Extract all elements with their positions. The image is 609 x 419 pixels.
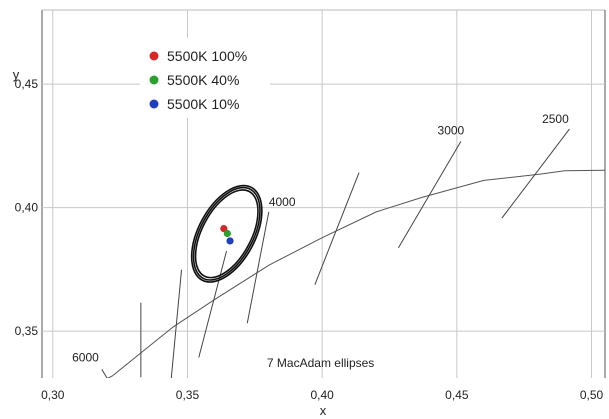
macadam-ellipse — [190, 184, 263, 283]
isotherm-lines: 6000 4000 3000 2500 — [72, 112, 570, 378]
legend-entry: 5500K 40% — [167, 72, 239, 88]
macadam-ellipses — [190, 184, 263, 283]
y-axis-label: y — [13, 67, 20, 82]
legend: 5500K 100% 5500K 40% 5500K 10% — [140, 38, 270, 118]
y-tick-label: 0,35 — [15, 324, 39, 338]
gridlines — [42, 10, 605, 378]
legend-entry: 5500K 100% — [167, 48, 247, 64]
x-tick-label: 0,35 — [176, 388, 200, 402]
isotherm-line — [101, 369, 108, 378]
isotherm-line — [501, 128, 570, 219]
x-tick-label: 0,30 — [41, 388, 65, 402]
planckian-locus-curve — [106, 169, 605, 378]
x-axis-label: x — [320, 403, 327, 418]
isotherm-label: 6000 — [72, 350, 99, 364]
isotherm-line — [397, 141, 462, 249]
y-tick-label: 0,45 — [15, 77, 39, 91]
planckian-locus — [106, 169, 605, 378]
macadam-ellipse — [194, 189, 259, 279]
x-ticks: 0,30 0,35 0,40 0,45 0,50 — [41, 388, 603, 402]
legend-marker — [149, 51, 159, 61]
legend-entry: 5500K 10% — [167, 96, 239, 112]
x-tick-label: 0,40 — [310, 388, 334, 402]
isotherm-line — [198, 250, 228, 358]
data-point — [226, 237, 234, 245]
legend-box — [140, 38, 270, 118]
macadam-ellipse — [192, 186, 261, 281]
x-tick-label: 0,45 — [445, 388, 469, 402]
data-points — [220, 224, 234, 245]
isotherm-line — [314, 172, 360, 285]
legend-marker — [149, 99, 159, 109]
isotherm-label: 4000 — [269, 195, 296, 209]
y-tick-label: 0,40 — [15, 201, 39, 215]
isotherm-label: 2500 — [542, 112, 569, 126]
isotherm-label: 3000 — [438, 123, 465, 137]
isotherm-line — [246, 211, 270, 324]
legend-marker — [149, 75, 159, 85]
y-ticks: 0,35 0,40 0,45 — [15, 77, 39, 338]
data-point — [223, 229, 231, 238]
annotations: 7 MacAdam ellipses — [267, 356, 374, 370]
annotation-text: 7 MacAdam ellipses — [267, 356, 374, 370]
isotherm-line — [170, 269, 183, 378]
x-tick-label: 0,50 — [580, 388, 604, 402]
